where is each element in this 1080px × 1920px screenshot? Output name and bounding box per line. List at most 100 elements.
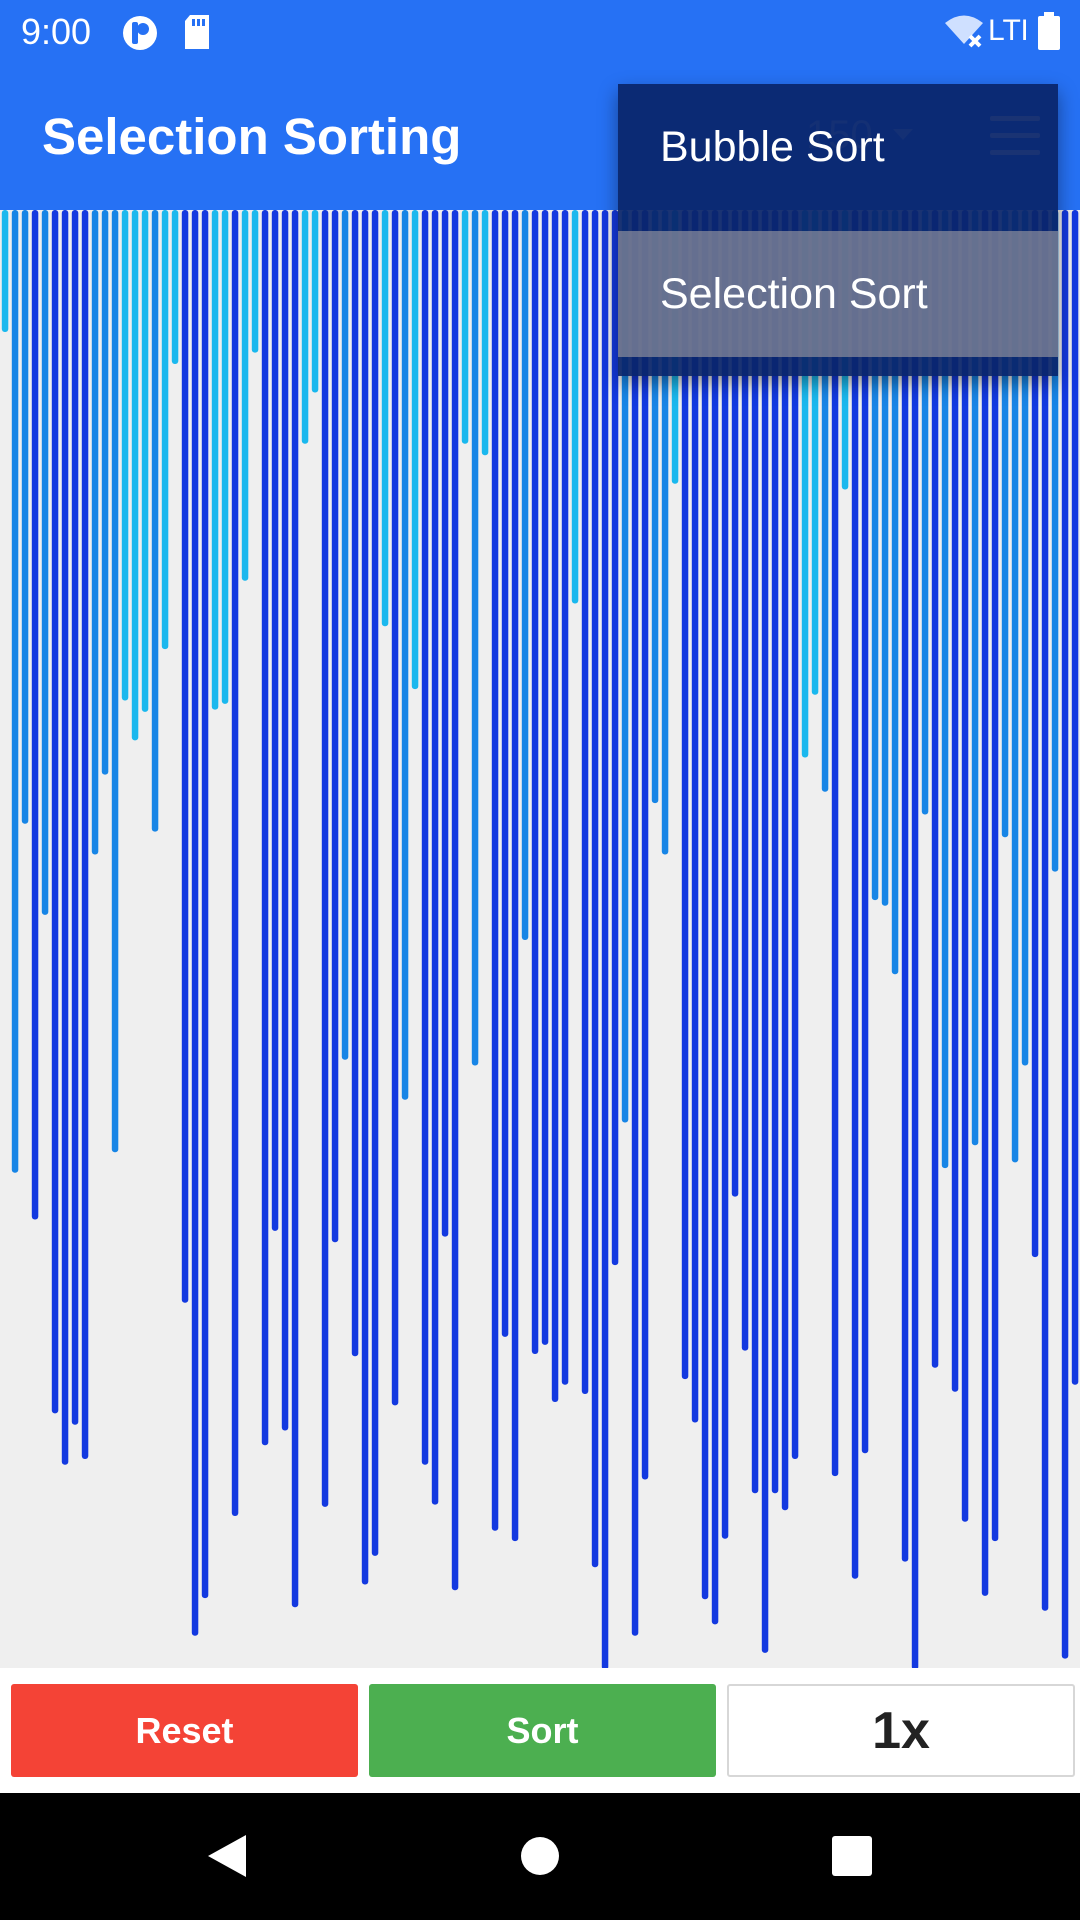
array-bar	[1061, 210, 1069, 1659]
array-bar	[971, 210, 979, 1146]
array-bar	[441, 210, 449, 1237]
array-bar	[1041, 210, 1049, 1611]
array-bar	[151, 210, 159, 832]
array-bar	[1021, 210, 1029, 1066]
array-bar	[431, 210, 439, 1505]
array-bar	[1, 210, 9, 332]
navigation-bar	[0, 1793, 1080, 1920]
array-bar	[781, 210, 789, 1511]
algorithm-menu: Bubble Sort Selection Sort	[618, 84, 1058, 376]
array-bar	[571, 210, 579, 604]
array-bar	[131, 210, 139, 741]
array-bar	[61, 210, 69, 1465]
array-bar	[321, 210, 329, 1507]
array-bar	[101, 210, 109, 775]
array-bar	[561, 210, 569, 1385]
array-bar	[511, 210, 519, 1542]
array-bar	[761, 210, 769, 1653]
array-bar	[791, 210, 799, 1459]
array-bar	[401, 210, 409, 1100]
array-bar	[481, 210, 489, 456]
array-bar	[721, 210, 729, 1539]
array-bar	[71, 210, 79, 1425]
array-bar	[121, 210, 129, 701]
array-bar	[891, 210, 899, 975]
array-bar	[731, 210, 739, 1197]
array-bar	[531, 210, 539, 1354]
home-icon[interactable]	[515, 1825, 565, 1885]
array-bar	[341, 210, 349, 1060]
array-bar	[831, 210, 839, 1477]
array-bar	[271, 210, 279, 1231]
array-bar	[361, 210, 369, 1585]
array-bar	[201, 210, 209, 1599]
array-bar	[171, 210, 179, 364]
array-bar	[381, 210, 389, 627]
array-bar	[881, 210, 889, 906]
array-bar	[581, 210, 589, 1394]
array-bar	[941, 210, 949, 1169]
array-bar	[191, 210, 199, 1636]
array-bar	[181, 210, 189, 1303]
page-title: Selection Sorting	[42, 108, 462, 165]
battery-icon	[1038, 12, 1060, 50]
array-bar	[451, 210, 459, 1591]
array-bar	[371, 210, 379, 1556]
array-bar	[331, 210, 339, 1243]
array-bar	[631, 210, 639, 1636]
array-bar	[901, 210, 909, 1562]
array-bar	[221, 210, 229, 704]
array-bar	[111, 210, 119, 1153]
menu-item-bubble-sort[interactable]: Bubble Sort	[660, 122, 885, 171]
array-bar	[91, 210, 99, 855]
network-type-label: LTE	[988, 14, 1026, 47]
array-bar	[261, 210, 269, 1446]
wifi-off-icon	[945, 15, 983, 48]
array-bar	[591, 210, 599, 1568]
array-bar	[1071, 210, 1079, 1385]
array-bar	[11, 210, 19, 1173]
sort-button[interactable]: Sort	[369, 1684, 716, 1777]
array-bar	[961, 210, 969, 1522]
array-bar	[41, 210, 49, 915]
array-bar	[241, 210, 249, 581]
array-bar	[161, 210, 169, 650]
array-bar	[871, 210, 879, 901]
array-bar	[311, 210, 319, 393]
array-bar	[231, 210, 239, 1516]
array-bar	[51, 210, 59, 1414]
array-bar	[711, 210, 719, 1625]
array-bar	[611, 210, 619, 1266]
array-bar	[411, 210, 419, 690]
array-bar	[351, 210, 359, 1357]
sd-card-icon	[185, 15, 209, 49]
array-bar	[291, 210, 299, 1608]
array-bar	[701, 210, 709, 1600]
controls-bar: Reset Sort 1x	[0, 1668, 1080, 1793]
array-bar	[621, 210, 629, 1123]
recents-icon[interactable]	[828, 1825, 878, 1885]
array-bar	[491, 210, 499, 1531]
array-bar	[951, 210, 959, 1392]
status-bar: 9:00 LTE	[0, 0, 1080, 63]
back-icon[interactable]	[200, 1825, 250, 1885]
array-bar	[81, 210, 89, 1459]
array-bar	[141, 210, 149, 712]
array-bar	[211, 210, 219, 710]
array-bar	[1031, 210, 1039, 1258]
app-notification-icon	[123, 16, 157, 50]
array-bar	[251, 210, 259, 353]
array-bar	[911, 210, 919, 1670]
status-time: 9:00	[21, 11, 92, 52]
array-bar	[771, 210, 779, 1494]
reset-button[interactable]: Reset	[11, 1684, 358, 1777]
array-bar	[551, 210, 559, 1402]
array-bar	[521, 210, 529, 940]
array-bar	[21, 210, 29, 824]
array-bar	[981, 210, 989, 1596]
array-bar	[421, 210, 429, 1465]
speed-button[interactable]: 1x	[727, 1684, 1075, 1777]
array-bar	[461, 210, 469, 444]
menu-item-selection-sort[interactable]: Selection Sort	[618, 231, 1058, 357]
array-bar	[691, 210, 699, 1423]
